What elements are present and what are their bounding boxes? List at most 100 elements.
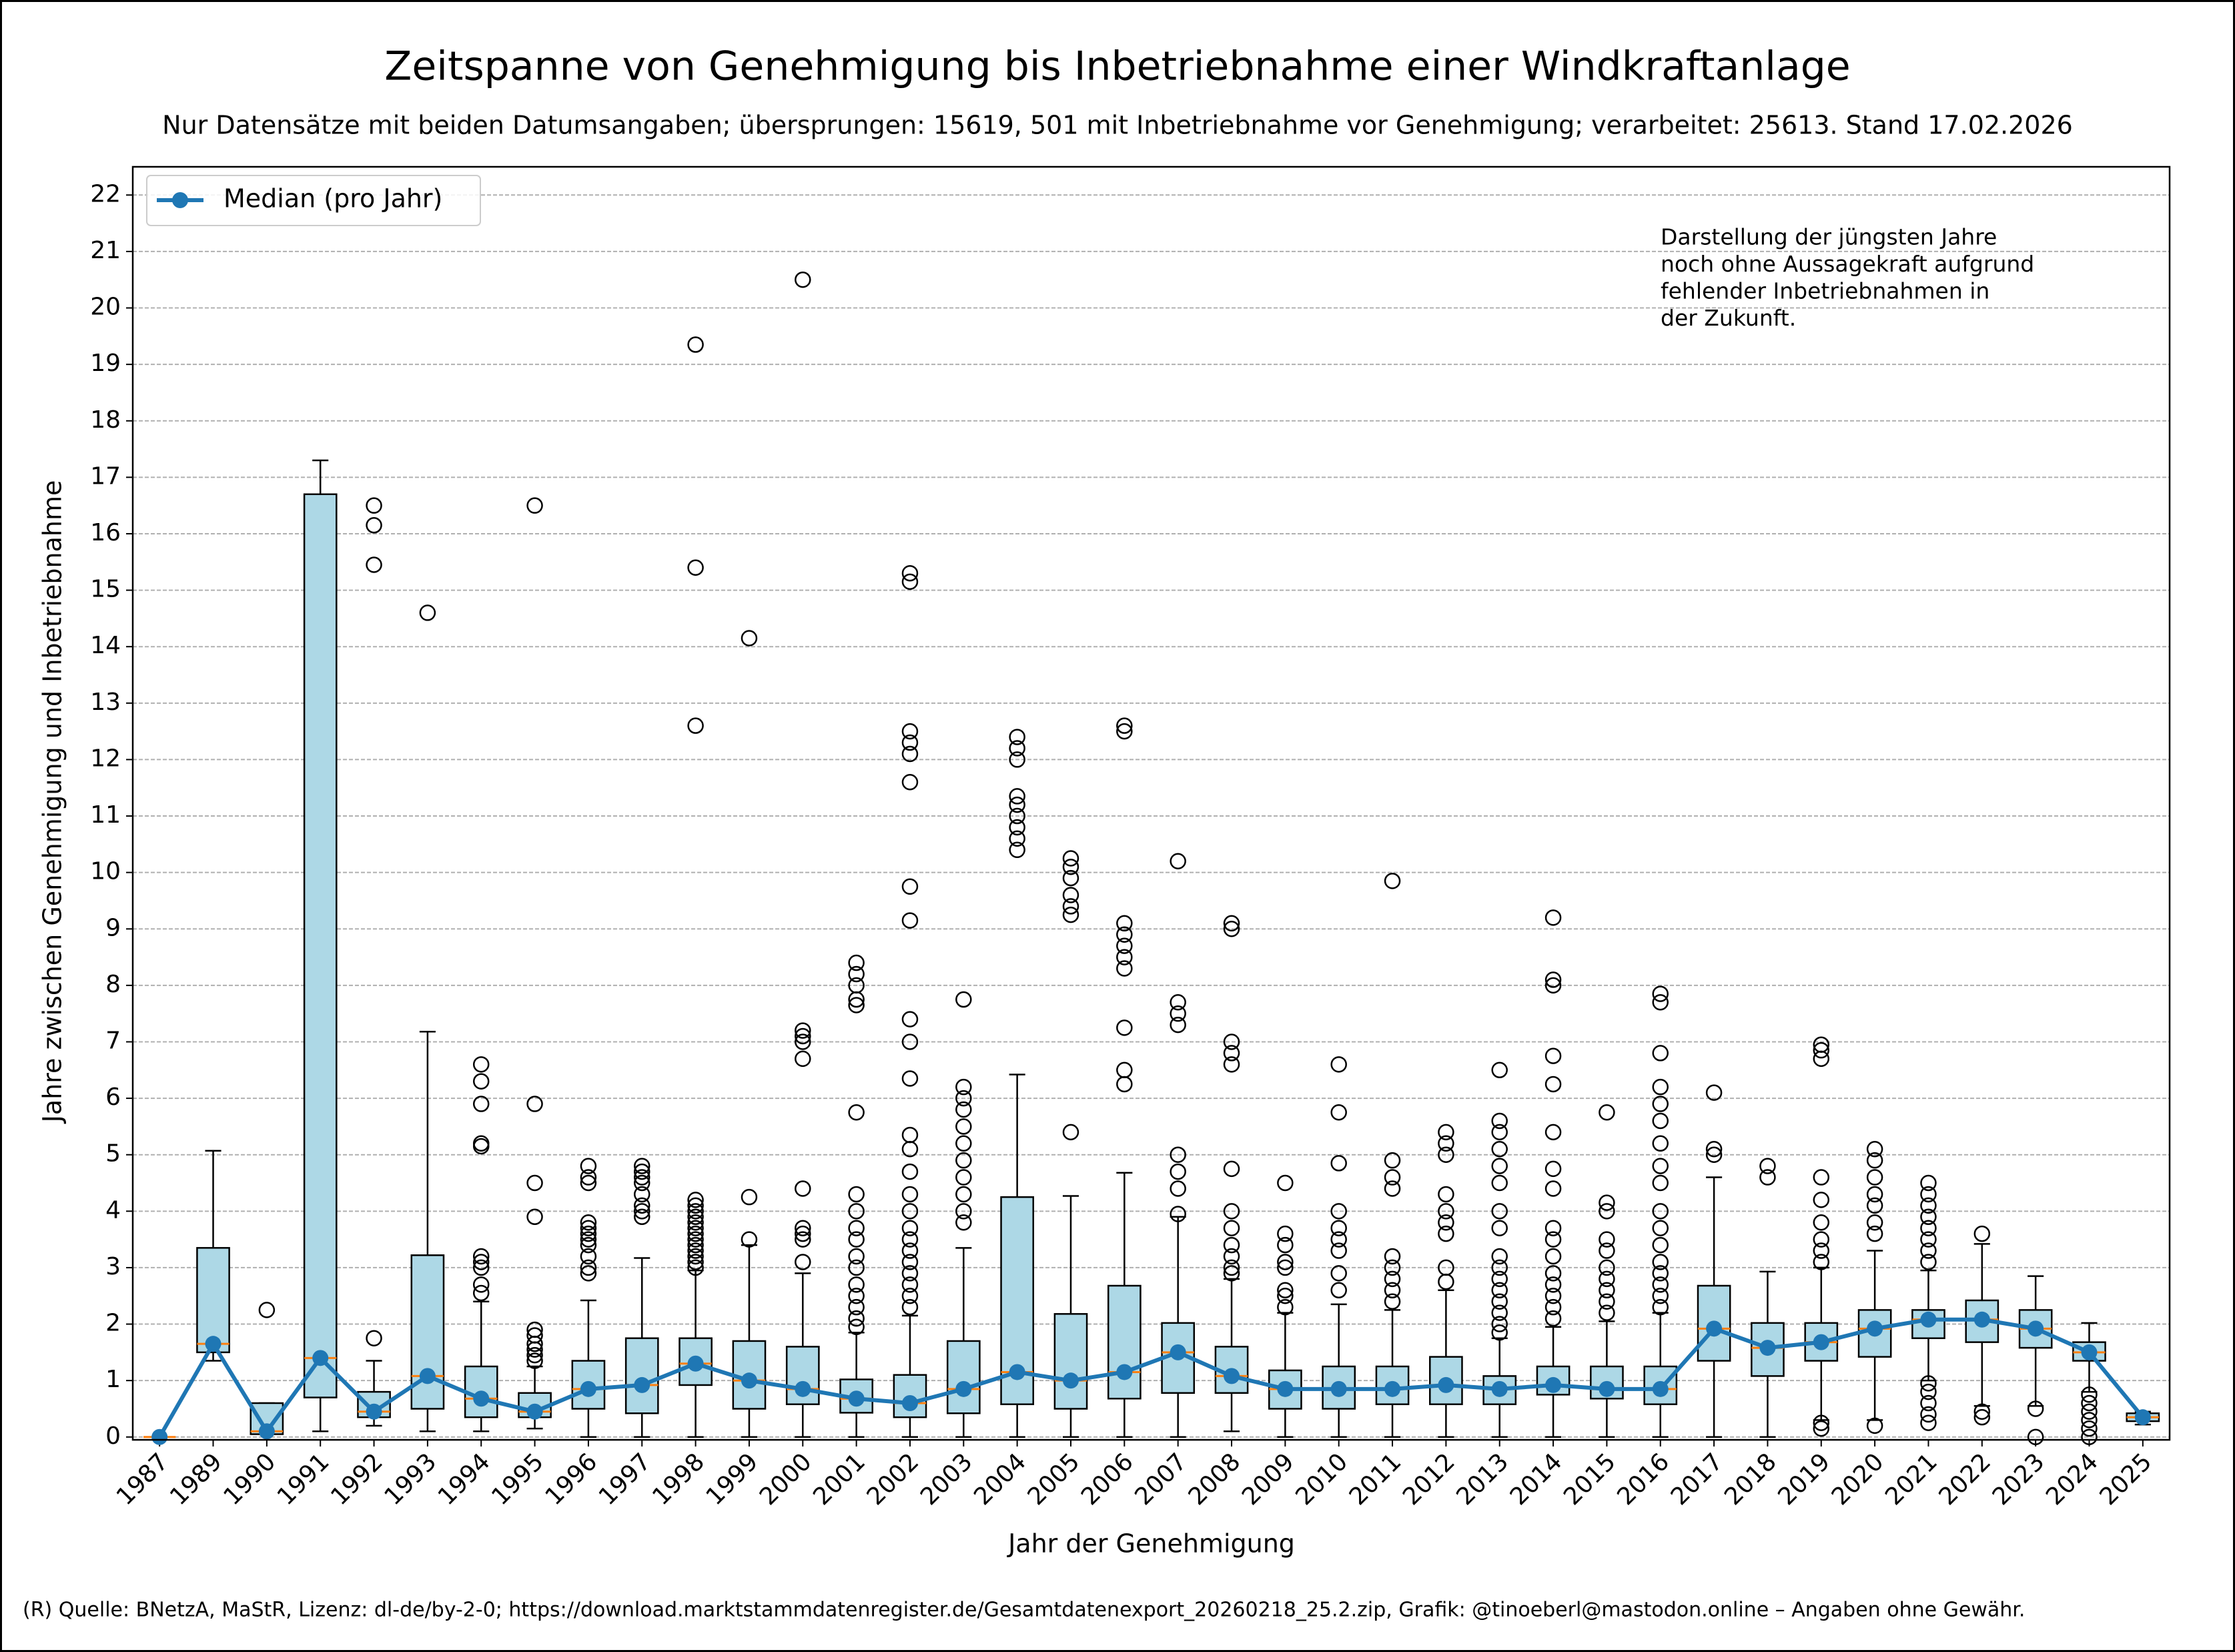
outlier — [795, 1050, 811, 1068]
outlier — [634, 1186, 650, 1203]
outlier — [1705, 1084, 1723, 1101]
outlier — [955, 991, 972, 1008]
outlier — [1330, 1056, 1347, 1073]
footer: (R) Quelle: BNetzA, MaStR, Lizenz: dl-de… — [23, 1599, 2025, 1622]
outlier — [955, 1186, 972, 1203]
outlier — [1599, 1194, 1615, 1211]
outlier — [1223, 1203, 1240, 1220]
outlier — [1330, 1104, 1347, 1121]
outlier — [901, 573, 919, 590]
outlier — [901, 1186, 919, 1203]
outlier — [1599, 1293, 1615, 1310]
box — [624, 1337, 659, 1414]
outlier — [795, 1254, 811, 1270]
outlier — [1866, 1417, 1883, 1434]
x-axis-label: Jahr der Genehmigung — [1007, 1529, 1295, 1559]
outlier — [366, 1330, 382, 1346]
outlier — [580, 1169, 597, 1186]
outlier — [1062, 898, 1079, 915]
outlier — [1866, 1152, 1883, 1169]
outlier — [1813, 1214, 1830, 1231]
outlier — [901, 745, 919, 763]
outlier — [1920, 1220, 1937, 1236]
outlier — [1170, 994, 1186, 1011]
outlier — [955, 1090, 972, 1107]
outlier — [1384, 1270, 1401, 1288]
outlier — [580, 1231, 597, 1248]
median-point — [1759, 1340, 1776, 1356]
median-point — [1813, 1334, 1829, 1350]
box-group — [679, 336, 713, 1438]
median-trend — [157, 1317, 2145, 1438]
outlier — [1813, 1414, 1830, 1431]
median-point — [1384, 1380, 1401, 1397]
outlier — [1170, 1163, 1186, 1180]
outlier — [1920, 1186, 1937, 1203]
box — [196, 1247, 230, 1354]
outlier — [1599, 1282, 1615, 1299]
outlier — [848, 965, 865, 983]
median-point — [901, 1395, 918, 1412]
outlier — [1491, 1324, 1508, 1341]
outlier — [687, 1208, 704, 1226]
outlier — [901, 1231, 919, 1248]
outlier — [1759, 1169, 1776, 1186]
outlier — [1170, 1146, 1186, 1163]
outlier — [1277, 1259, 1294, 1276]
outlier — [366, 517, 382, 534]
box-group — [1857, 1140, 1892, 1434]
outlier — [1491, 1112, 1508, 1130]
outlier — [1491, 1316, 1508, 1332]
y-tick-label: 7 — [105, 1027, 121, 1054]
outlier — [580, 1220, 597, 1236]
outlier — [1223, 1056, 1240, 1073]
legend-box — [146, 175, 481, 226]
y-tick-label: 6 — [105, 1084, 121, 1111]
outlier — [2081, 1420, 2098, 1437]
y-tick-label: 17 — [90, 462, 121, 490]
outlier — [901, 1070, 919, 1087]
outlier — [1599, 1259, 1615, 1276]
outlier — [1920, 1414, 1937, 1431]
outlier — [1652, 1112, 1669, 1130]
outlier — [2081, 1412, 2098, 1428]
outlier — [472, 1284, 490, 1302]
outlier — [955, 1118, 972, 1135]
outlier — [901, 1265, 919, 1282]
outlier — [1438, 1146, 1454, 1163]
median-point — [1224, 1368, 1240, 1384]
y-tick-label: 18 — [90, 406, 121, 434]
median-point — [1062, 1372, 1079, 1389]
outlier — [472, 1276, 490, 1293]
box-group — [1053, 850, 1088, 1438]
median-point — [2081, 1344, 2098, 1360]
outlier — [1652, 1298, 1669, 1316]
outlier — [901, 1034, 919, 1050]
outlier — [848, 1259, 865, 1276]
median-point — [1920, 1311, 1937, 1328]
outlier — [258, 1302, 276, 1318]
plot-frame — [131, 165, 2171, 1441]
outlier — [741, 1188, 758, 1206]
y-axis-label: Jahre zwischen Genehmigung und Inbetrieb… — [38, 480, 67, 1124]
outlier — [1813, 1254, 1830, 1270]
outlier — [1491, 1293, 1508, 1310]
outlier — [634, 1197, 650, 1214]
box-group — [1697, 1084, 1731, 1438]
outlier — [634, 1169, 650, 1186]
outlier — [1009, 830, 1025, 847]
outlier — [1544, 977, 1562, 994]
outlier — [1705, 1140, 1723, 1158]
outlier — [1062, 887, 1079, 903]
y-tick-label: 19 — [90, 350, 121, 377]
median-point — [1706, 1320, 1723, 1337]
box — [303, 493, 338, 1398]
outlier — [1813, 1169, 1830, 1186]
median-point — [1170, 1344, 1186, 1360]
outlier — [1384, 1282, 1401, 1299]
y-tick-label: 9 — [105, 914, 121, 941]
outlier — [472, 1135, 490, 1152]
median-point — [1545, 1376, 1562, 1393]
outlier — [1491, 1203, 1508, 1220]
